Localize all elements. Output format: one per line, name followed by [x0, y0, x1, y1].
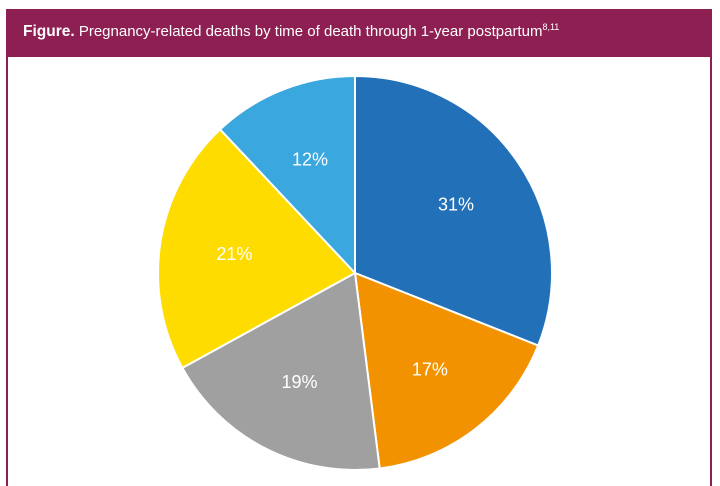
pie-slice-3 [181, 271, 381, 471]
figure-title: Pregnancy-related deaths by time of deat… [74, 23, 543, 40]
pie-labels: 31% 17% 19% 21% 12% [216, 149, 474, 391]
pie-slice-4 [157, 127, 357, 370]
pie-slice-1 [354, 74, 553, 347]
pie-slices [157, 74, 553, 471]
pie-slice-label-1: 31% [438, 194, 474, 214]
pie-slice-5 [218, 74, 356, 276]
figure-header: Figure. Pregnancy-related deaths by time… [6, 9, 712, 57]
pie-slice-label-4: 21% [216, 244, 252, 264]
pie-slice-label-3: 19% [282, 372, 318, 392]
pie-slice-label-5: 12% [292, 149, 328, 169]
figure-label: Figure. [23, 23, 75, 40]
pie-slice-2 [353, 271, 540, 470]
pie-slice-label-2: 17% [412, 360, 448, 380]
figure-citation: 8,11 [542, 22, 560, 32]
